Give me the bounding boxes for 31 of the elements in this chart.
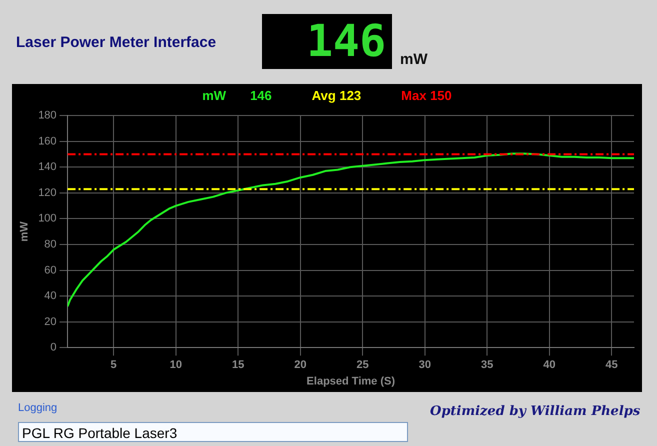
y-tick-label: 120 [38, 186, 57, 199]
text: 146 [262, 14, 392, 69]
x-tick-label: 20 [294, 359, 306, 372]
y-tick-label: 100 [38, 212, 57, 225]
y-tick-label: 60 [44, 264, 57, 276]
y-axis-title: mW [18, 220, 31, 242]
x-tick-label: 35 [480, 359, 494, 372]
x-tick-label: 5 [110, 359, 117, 372]
y-tick-label: 180 [38, 110, 57, 122]
text: 146 [250, 88, 272, 103]
x-tick-label: 45 [605, 359, 618, 372]
text: PGL RG Portable Laser3 [18, 422, 408, 442]
x-tick-label: 15 [232, 359, 244, 372]
y-tick-label: 140 [38, 161, 57, 174]
ref-line-label: Max 150 [401, 88, 452, 105]
text: mW [400, 51, 428, 68]
x-tick-label: 25 [356, 359, 369, 372]
x-axis-title: Elapsed Time (S) [306, 375, 396, 388]
x-tick-label: 10 [170, 359, 182, 372]
x-tick-label: 40 [543, 359, 556, 372]
x-tick-label: 30 [418, 359, 431, 372]
y-tick-label: 40 [44, 290, 57, 302]
chart-title: Laser Power Meter Interface [16, 34, 216, 51]
text: Optimized by William Phelps [430, 404, 640, 419]
y-tick-label: 160 [38, 135, 57, 148]
text: Logging [18, 402, 58, 414]
text: mW [202, 88, 226, 103]
y-tick-label: 20 [44, 316, 57, 328]
y-tick-label: 0 [50, 342, 57, 354]
y-tick-label: 80 [44, 238, 57, 251]
ref-line-label: Avg 123 [312, 88, 362, 105]
